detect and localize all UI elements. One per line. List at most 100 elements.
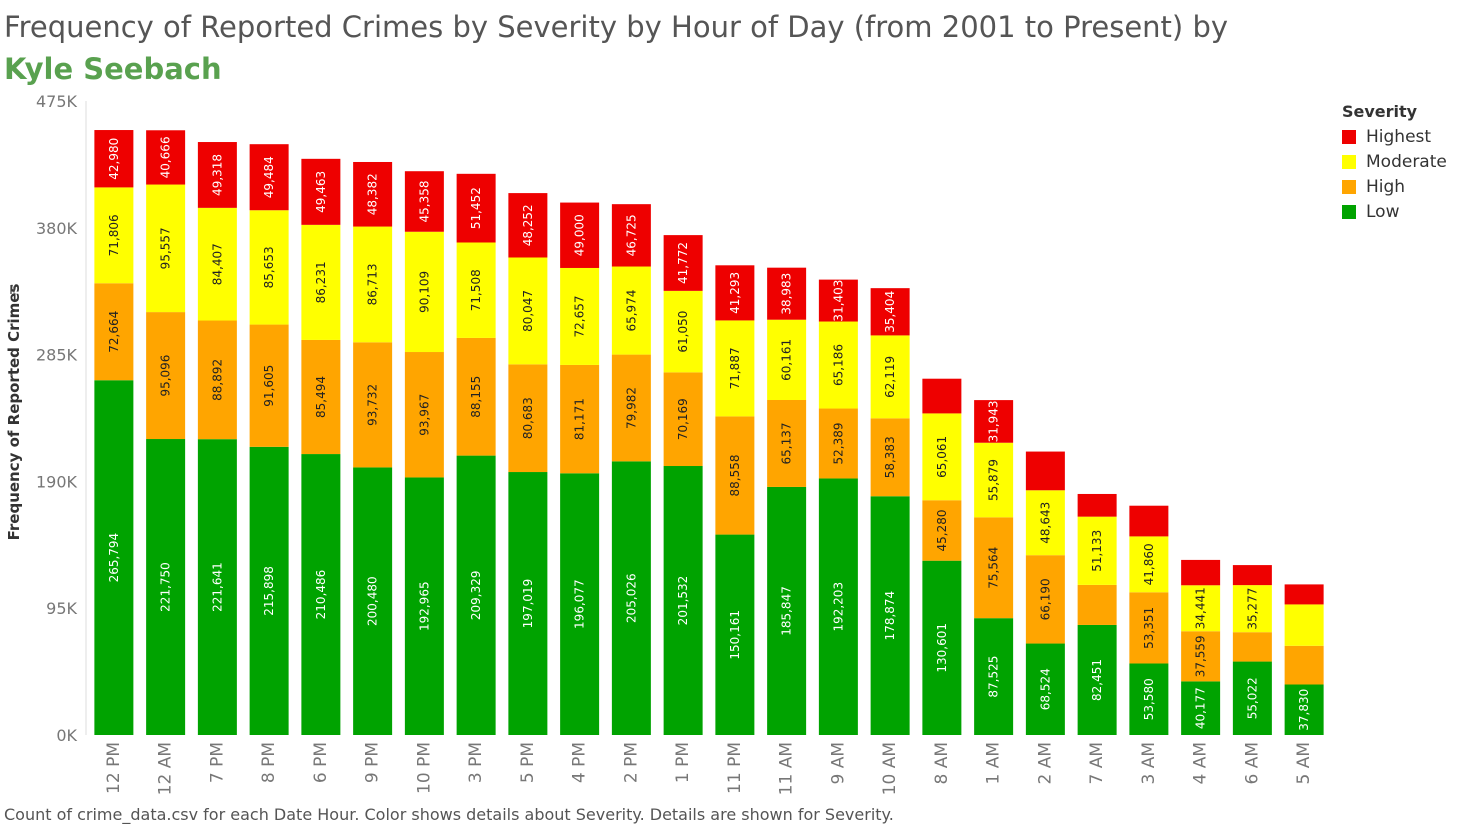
bar-segment-highest[interactable]: [663, 235, 703, 291]
bar-group[interactable]: 196,077 81,171 72,657 49,000: [560, 202, 600, 735]
bar-segment-high[interactable]: [94, 283, 134, 381]
bar-group[interactable]: 209,329 88,155 71,508 51,452: [456, 173, 496, 735]
bar-segment-low[interactable]: [249, 446, 289, 735]
legend-item-low[interactable]: Low: [1342, 199, 1447, 224]
bar-group[interactable]: 192,203 52,389 65,186 31,403: [818, 279, 858, 735]
bar-segment-low[interactable]: [1232, 661, 1272, 735]
bar-segment-moderate[interactable]: [301, 224, 341, 340]
bar-segment-low[interactable]: [404, 477, 444, 735]
bar-segment-low[interactable]: [456, 455, 496, 735]
bar-segment-highest[interactable]: [1025, 451, 1065, 491]
bar-segment-moderate[interactable]: [715, 320, 755, 417]
bar-segment-high[interactable]: [1129, 592, 1169, 664]
bar-segment-low[interactable]: [611, 461, 651, 735]
bar-segment-high[interactable]: [560, 364, 600, 474]
legend-item-high[interactable]: High: [1342, 174, 1447, 199]
bar-segment-highest[interactable]: [197, 142, 237, 208]
bar-segment-highest[interactable]: [249, 144, 289, 211]
bar-segment-moderate[interactable]: [146, 184, 186, 313]
legend-item-highest[interactable]: Highest: [1342, 124, 1447, 149]
bar-segment-moderate[interactable]: [94, 187, 134, 284]
bar-segment-high[interactable]: [404, 352, 444, 478]
bar-group[interactable]: 55,022 35,277: [1232, 565, 1272, 735]
bar-segment-low[interactable]: [301, 454, 341, 735]
bar-segment-moderate[interactable]: [1025, 490, 1065, 556]
bar-segment-highest[interactable]: [974, 400, 1014, 443]
bar-group[interactable]: 221,750 95,096 95,557 40,666: [146, 130, 186, 735]
bar-segment-moderate[interactable]: [974, 442, 1014, 518]
bar-group[interactable]: 221,641 88,892 84,407 49,318: [197, 142, 237, 735]
bar-segment-high[interactable]: [249, 324, 289, 447]
bar-segment-moderate[interactable]: [1181, 585, 1221, 632]
bar-segment-high[interactable]: [1284, 645, 1324, 685]
bar-segment-low[interactable]: [767, 486, 807, 735]
bar-segment-low[interactable]: [1077, 624, 1117, 735]
bar-group[interactable]: 197,019 80,683 80,047 48,252: [508, 193, 548, 735]
bar-segment-highest[interactable]: [508, 193, 548, 258]
bar-segment-moderate[interactable]: [663, 290, 703, 373]
bar-segment-low[interactable]: [1025, 643, 1065, 735]
bar-segment-highest[interactable]: [870, 288, 910, 336]
bar-segment-moderate[interactable]: [508, 257, 548, 365]
bar-segment-low[interactable]: [1284, 684, 1324, 735]
bar-group[interactable]: 178,874 58,383 62,119 35,404: [870, 288, 910, 735]
bar-segment-low[interactable]: [870, 496, 910, 735]
bar-segment-high[interactable]: [353, 342, 393, 468]
bar-segment-high[interactable]: [715, 416, 755, 535]
bar-segment-high[interactable]: [1181, 631, 1221, 682]
bar-group[interactable]: 87,525 75,564 55,879 31,943: [974, 400, 1014, 735]
bar-group[interactable]: 40,177 37,559 34,441: [1181, 559, 1221, 735]
bar-segment-highest[interactable]: [94, 130, 134, 188]
bar-segment-highest[interactable]: [922, 378, 962, 414]
bar-segment-low[interactable]: [1181, 681, 1221, 735]
bar-segment-moderate[interactable]: [611, 266, 651, 355]
bar-group[interactable]: 205,026 79,982 65,974 46,725: [611, 204, 651, 735]
bar-segment-highest[interactable]: [1181, 559, 1221, 586]
bar-group[interactable]: 68,524 66,190 48,643: [1025, 451, 1065, 735]
bar-segment-high[interactable]: [663, 372, 703, 467]
bar-segment-highest[interactable]: [456, 173, 496, 243]
bar-segment-moderate[interactable]: [353, 226, 393, 343]
bar-group[interactable]: 210,486 85,494 86,231 49,463: [301, 158, 341, 735]
bar-group[interactable]: 82,451 51,133: [1077, 493, 1117, 735]
bar-segment-high[interactable]: [1077, 584, 1117, 625]
bar-segment-low[interactable]: [197, 439, 237, 735]
bar-segment-highest[interactable]: [767, 267, 807, 320]
bar-segment-highest[interactable]: [353, 161, 393, 227]
chart-title-author[interactable]: Kyle Seebach: [4, 52, 222, 86]
bar-segment-low[interactable]: [560, 473, 600, 735]
bar-segment-low[interactable]: [818, 478, 858, 735]
bar-segment-highest[interactable]: [301, 158, 341, 225]
bar-segment-moderate[interactable]: [249, 210, 289, 325]
bar-segment-high[interactable]: [197, 320, 237, 440]
bar-segment-moderate[interactable]: [1232, 585, 1272, 633]
bar-segment-moderate[interactable]: [197, 207, 237, 321]
bar-segment-moderate[interactable]: [404, 231, 444, 353]
bar-segment-highest[interactable]: [1077, 493, 1117, 517]
bar-group[interactable]: 185,847 65,137 60,161 38,983: [767, 267, 807, 735]
bar-segment-low[interactable]: [663, 466, 703, 735]
bar-segment-low[interactable]: [974, 618, 1014, 735]
bar-segment-high[interactable]: [818, 408, 858, 479]
bar-segment-high[interactable]: [870, 418, 910, 497]
bar-segment-high[interactable]: [1025, 555, 1065, 644]
bar-group[interactable]: 215,898 91,605 85,653 49,484: [249, 144, 289, 735]
bar-group[interactable]: 53,580 53,351 41,860: [1129, 505, 1169, 735]
bar-segment-moderate[interactable]: [456, 242, 496, 338]
bar-segment-low[interactable]: [922, 560, 962, 735]
bar-segment-low[interactable]: [146, 439, 186, 735]
bar-group[interactable]: 192,965 93,967 90,109 45,358: [404, 171, 444, 735]
bar-segment-highest[interactable]: [818, 279, 858, 322]
bar-segment-moderate[interactable]: [818, 321, 858, 409]
bar-segment-moderate[interactable]: [1284, 604, 1324, 646]
bar-segment-highest[interactable]: [611, 204, 651, 267]
filter-icon[interactable]: [10, 285, 15, 294]
bar-segment-high[interactable]: [974, 517, 1014, 619]
bar-segment-highest[interactable]: [715, 265, 755, 321]
bar-segment-high[interactable]: [508, 364, 548, 473]
bar-group[interactable]: 265,794 72,664 71,806 42,980: [94, 130, 134, 735]
bar-segment-low[interactable]: [94, 380, 134, 735]
bar-segment-highest[interactable]: [560, 202, 600, 268]
bar-group[interactable]: 200,480 93,732 86,713 48,382: [353, 161, 393, 735]
bar-segment-low[interactable]: [1129, 663, 1169, 735]
